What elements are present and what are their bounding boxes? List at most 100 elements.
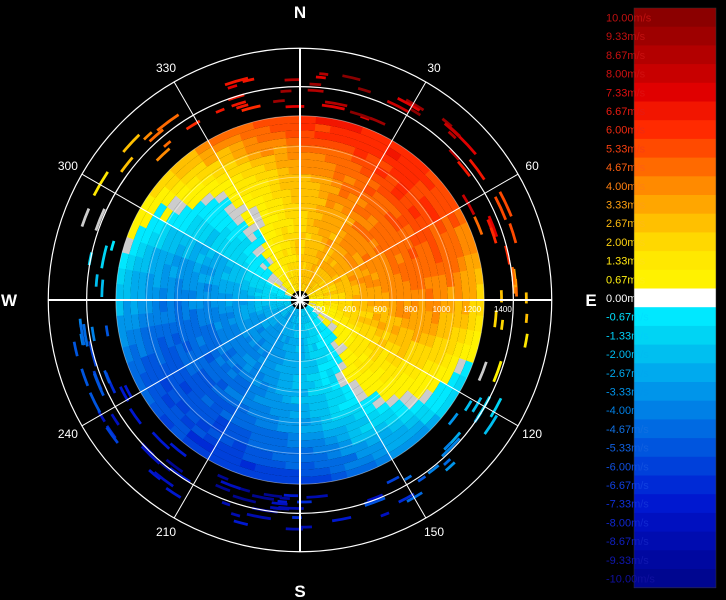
velocity-cell xyxy=(233,310,242,318)
velocity-cell xyxy=(348,237,359,248)
velocity-cell xyxy=(322,304,331,309)
velocity-cell xyxy=(150,337,162,354)
velocity-cell xyxy=(299,476,317,485)
velocity-cell xyxy=(360,126,379,141)
noise-echo xyxy=(217,473,229,481)
velocity-cell xyxy=(251,342,262,352)
velocity-cell xyxy=(326,449,343,461)
velocity-cell xyxy=(140,387,156,406)
velocity-cell xyxy=(228,379,241,392)
noise-echo xyxy=(231,100,247,108)
velocity-cell xyxy=(223,402,238,416)
velocity-cell xyxy=(132,373,147,393)
velocity-cell xyxy=(310,233,318,242)
velocity-cell xyxy=(205,340,217,352)
velocity-cell xyxy=(354,447,372,460)
noise-echo xyxy=(92,372,105,397)
colorbar-label: 4.00m/s xyxy=(606,181,646,193)
velocity-cell xyxy=(308,303,316,308)
velocity-cell xyxy=(338,238,349,249)
velocity-cell xyxy=(259,208,270,219)
velocity-cell xyxy=(256,411,270,422)
velocity-cell xyxy=(253,418,268,429)
velocity-cell xyxy=(158,169,176,187)
velocity-cell xyxy=(359,208,372,221)
velocity-cell xyxy=(274,386,285,396)
colorbar-label: -1.33m/s xyxy=(606,330,649,342)
colorbar-frame xyxy=(633,7,717,588)
velocity-cell xyxy=(299,418,311,426)
velocity-cell xyxy=(287,288,294,295)
velocity-cell xyxy=(269,254,278,263)
velocity-cell xyxy=(321,319,330,328)
velocity-cell xyxy=(263,390,275,401)
velocity-cell xyxy=(364,434,382,448)
velocity-cell xyxy=(188,289,197,300)
velocity-cell xyxy=(333,337,343,347)
velocity-cell xyxy=(421,265,432,279)
velocity-cell xyxy=(380,330,391,342)
velocity-cell xyxy=(294,232,301,240)
velocity-cell xyxy=(315,266,323,275)
velocity-cell xyxy=(399,195,414,211)
velocity-cell xyxy=(133,207,148,226)
noise-echo xyxy=(242,77,255,84)
velocity-cell xyxy=(407,246,419,261)
velocity-cell xyxy=(262,305,270,310)
velocity-cell xyxy=(225,421,241,434)
velocity-cell xyxy=(413,200,428,216)
velocity-cell xyxy=(122,236,135,255)
velocity-cell xyxy=(146,214,160,232)
velocity-cell xyxy=(369,415,385,429)
velocity-cell xyxy=(121,344,134,363)
velocity-cell xyxy=(414,267,425,281)
velocity-cell xyxy=(331,273,340,281)
velocity-cell xyxy=(418,289,426,301)
velocity-cell xyxy=(158,413,175,431)
velocity-cell xyxy=(247,265,257,274)
velocity-cell xyxy=(184,209,199,224)
velocity-cell xyxy=(274,363,283,373)
velocity-cell xyxy=(278,288,286,294)
velocity-cell xyxy=(227,190,242,203)
velocity-cell xyxy=(357,342,368,354)
velocity-cell xyxy=(200,191,215,206)
noise-echo xyxy=(405,98,425,112)
velocity-cell xyxy=(379,359,392,372)
velocity-cell xyxy=(438,312,448,327)
velocity-cell xyxy=(374,328,385,339)
velocity-cell xyxy=(270,272,279,281)
velocity-cell xyxy=(242,246,253,257)
velocity-cell xyxy=(276,301,284,305)
velocity-cell xyxy=(136,241,148,258)
velocity-cell xyxy=(307,395,319,404)
velocity-cell xyxy=(171,253,182,268)
velocity-cell xyxy=(266,277,275,285)
velocity-cell xyxy=(393,385,408,400)
velocity-cell xyxy=(329,332,338,341)
velocity-cell xyxy=(415,229,428,245)
velocity-cell xyxy=(356,276,366,285)
velocity-cell xyxy=(160,274,169,289)
velocity-cell xyxy=(280,265,288,274)
noise-echo xyxy=(165,458,184,473)
colorbar-swatch xyxy=(634,269,716,289)
velocity-cell xyxy=(310,167,324,177)
velocity-cell xyxy=(283,281,290,289)
velocity-cell xyxy=(373,421,389,435)
velocity-cell xyxy=(460,222,474,241)
velocity-cell xyxy=(184,362,197,377)
velocity-cell xyxy=(174,309,184,322)
velocity-cell xyxy=(424,334,436,349)
velocity-cell xyxy=(404,259,415,272)
velocity-cell xyxy=(331,418,346,429)
velocity-cell xyxy=(283,115,301,124)
velocity-cell xyxy=(289,322,294,331)
velocity-cell xyxy=(209,258,220,270)
velocity-cell xyxy=(312,152,327,162)
velocity-cell xyxy=(278,372,288,381)
velocity-cell xyxy=(241,313,251,321)
velocity-cell xyxy=(309,280,316,288)
velocity-cell xyxy=(276,293,285,298)
velocity-cell xyxy=(174,288,182,300)
